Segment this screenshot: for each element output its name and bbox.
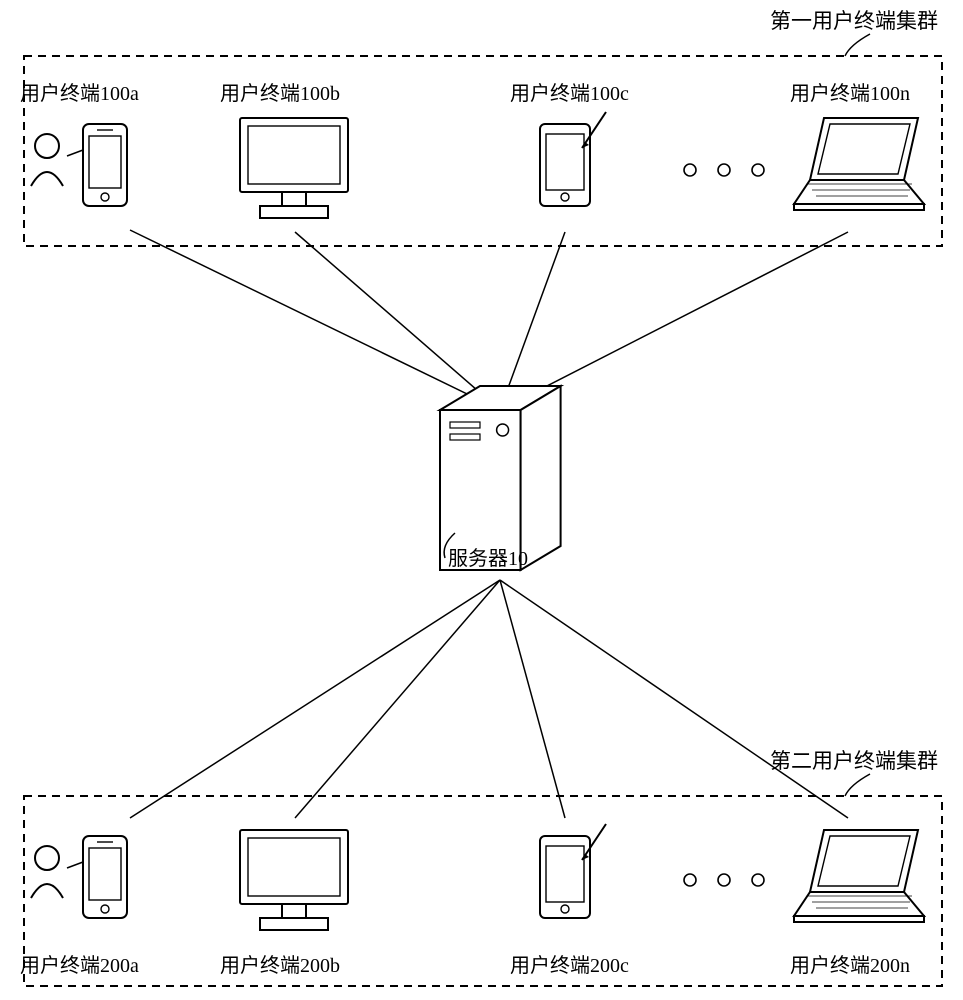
top-cluster-callout: [845, 34, 870, 56]
terminal-200b-label: 用户终端200b: [220, 954, 340, 977]
terminal-100c: [540, 112, 606, 206]
terminal-100n: [794, 118, 924, 210]
terminal-100a-label: 用户终端100a: [20, 82, 139, 105]
top-cluster-label: 第一用户终端集群: [770, 9, 938, 33]
terminal-200n-label: 用户终端200n: [790, 954, 910, 977]
server-icon: [440, 386, 561, 570]
bottom-cluster-label: 第二用户终端集群: [770, 749, 938, 773]
terminal-200a-label: 用户终端200a: [20, 954, 139, 977]
ellipsis-bottom: [684, 874, 764, 886]
bottom-terminals-group: 用户终端200a 用户终端200b 用户终端200c 用户终端200n: [20, 824, 924, 977]
diagram-canvas: 第一用户终端集群 第二用户终端集群 服务器10 用户终端100a 用户终端100b…: [0, 0, 963, 1000]
terminal-200b: [240, 830, 348, 930]
server-label: 服务器10: [448, 547, 528, 570]
terminal-200a: [31, 836, 127, 918]
bottom-cluster-callout: [845, 774, 870, 796]
ellipsis-top: [684, 164, 764, 176]
terminal-200n: [794, 830, 924, 922]
top-terminals-group: 用户终端100a 用户终端100b 用户终端100c 用户终端100n: [20, 82, 924, 218]
terminal-100c-label: 用户终端100c: [510, 82, 629, 105]
terminal-100n-label: 用户终端100n: [790, 82, 910, 105]
terminal-100b: [240, 118, 348, 218]
terminal-200c: [540, 824, 606, 918]
terminal-100b-label: 用户终端100b: [220, 82, 340, 105]
terminal-200c-label: 用户终端200c: [510, 954, 629, 977]
terminal-100a: [31, 124, 127, 206]
